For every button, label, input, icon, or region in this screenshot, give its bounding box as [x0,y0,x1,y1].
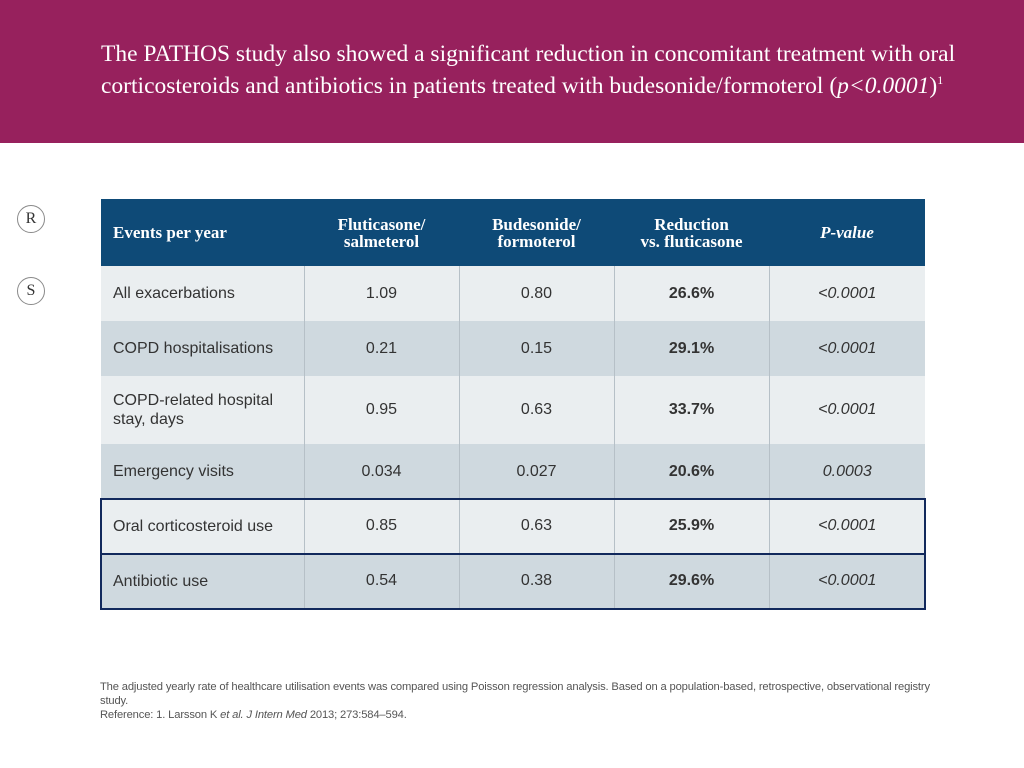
header-band [0,0,1024,143]
table-header-row: Events per year Fluticasone/salmeterol B… [101,199,925,266]
reference-prefix: Reference: 1. Larsson K [100,709,221,721]
footnote-method: The adjusted yearly rate of healthcare u… [100,681,930,707]
cell-budesonide: 0.63 [459,376,615,444]
events-table: Events per year Fluticasone/salmeterol B… [101,199,925,609]
cell-budesonide: 0.63 [459,499,615,553]
cell-event: Oral corticosteroid use [101,499,305,553]
events-table-container: Events per year Fluticasone/salmeterol B… [101,199,925,609]
reference-journal: J Intern Med [246,709,307,721]
cell-budesonide: 0.38 [459,553,615,609]
column-header-events: Events per year [101,199,304,266]
cell-reduction: 20.6% [614,444,770,499]
cell-pvalue: <0.0001 [769,321,925,376]
column-header-reduction-line1: Reduction [654,214,729,234]
cell-event: All exacerbations [101,266,305,321]
cell-event: COPD hospitalisations [101,321,305,376]
cell-fluticasone: 0.21 [304,321,460,376]
column-header-reduction-line2: vs. fluticasone [640,231,743,251]
cell-reduction: 26.6% [614,266,770,321]
title-text: The PATHOS study also showed a significa… [101,41,956,99]
column-header-fluticasone-line1: Fluticasone/ [337,214,426,234]
cell-budesonide: 0.80 [459,266,615,321]
title-p-value: p<0.0001 [837,73,930,99]
slide-title: The PATHOS study also showed a significa… [101,38,981,102]
cell-reduction: 29.1% [614,321,770,376]
footnote: The adjusted yearly rate of healthcare u… [100,680,940,722]
cell-reduction: 33.7% [614,376,770,444]
cell-pvalue: <0.0001 [769,553,925,609]
cell-fluticasone: 0.034 [304,444,460,499]
column-header-budesonide: Budesonide/formoterol [459,199,614,266]
reference-et-al: et al. [220,709,244,721]
title-close-paren: ) [929,73,938,99]
footnote-reference: Reference: 1. Larsson K et al. J Intern … [100,708,940,722]
table-row: COPD hospitalisations 0.21 0.15 29.1% <0… [101,321,925,376]
column-header-budesonide-line1: Budesonide/ [492,214,581,234]
table-row: Emergency visits 0.034 0.027 20.6% 0.000… [101,444,925,499]
cell-fluticasone: 1.09 [304,266,460,321]
cell-event: Antibiotic use [101,553,305,609]
cell-event: Emergency visits [101,444,305,499]
cell-fluticasone: 0.85 [304,499,460,553]
cell-event: COPD-related hospital stay, days [101,376,305,444]
table-row: All exacerbations 1.09 0.80 26.6% <0.000… [101,266,925,321]
cell-reduction: 25.9% [614,499,770,553]
title-reference-marker: 1 [937,73,944,87]
cell-fluticasone: 0.54 [304,553,460,609]
cell-budesonide: 0.15 [459,321,615,376]
cell-fluticasone: 0.95 [304,376,460,444]
column-header-fluticasone: Fluticasone/salmeterol [304,199,459,266]
cell-budesonide: 0.027 [459,444,615,499]
cell-pvalue: <0.0001 [769,376,925,444]
table-row-highlighted: Oral corticosteroid use 0.85 0.63 25.9% … [101,499,925,553]
side-marker-r[interactable]: R [17,205,45,233]
column-header-budesonide-line2: formoterol [497,231,576,251]
table-header: Events per year Fluticasone/salmeterol B… [101,199,925,266]
column-header-fluticasone-line2: salmeterol [343,231,420,251]
table-row: COPD-related hospital stay, days 0.95 0.… [101,376,925,444]
reference-details: 2013; 273:584–594. [306,709,407,721]
cell-pvalue: <0.0001 [769,266,925,321]
side-marker-s[interactable]: S [17,277,45,305]
cell-pvalue: 0.0003 [769,444,925,499]
table-row-highlighted: Antibiotic use 0.54 0.38 29.6% <0.0001 [101,553,925,609]
cell-pvalue: <0.0001 [769,499,925,553]
cell-reduction: 29.6% [614,553,770,609]
column-header-reduction: Reduction vs. fluticasone [614,199,769,266]
column-header-pvalue: P-value [769,199,925,266]
table-body: All exacerbations 1.09 0.80 26.6% <0.000… [101,266,925,609]
